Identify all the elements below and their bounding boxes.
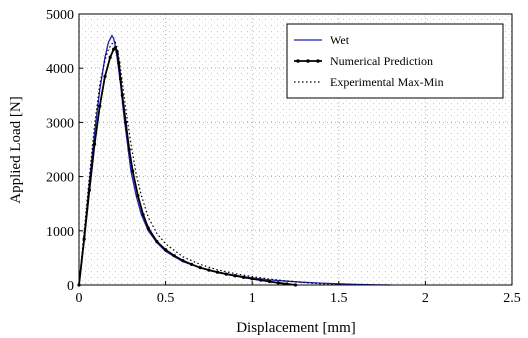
data-point	[241, 275, 246, 280]
y-tick-label: 2000	[46, 171, 74, 186]
x-axis-label: Displacement [mm]	[236, 320, 356, 336]
data-point	[98, 104, 102, 108]
series-layer	[77, 34, 391, 287]
data-point	[198, 266, 202, 270]
data-point	[224, 272, 228, 276]
data-point	[250, 277, 254, 281]
data-point	[82, 237, 86, 241]
y-tick-label: 0	[67, 279, 74, 294]
legend-marker	[316, 59, 320, 63]
data-point	[189, 262, 194, 267]
legend-label: Wet	[330, 33, 350, 47]
plot-frame	[78, 13, 513, 286]
x-tick-label: 0.5	[157, 291, 175, 306]
data-point	[207, 268, 211, 272]
data-point	[118, 77, 123, 81]
data-point	[120, 93, 124, 97]
data-point	[155, 240, 159, 244]
data-point	[87, 188, 91, 192]
y-axis: 0 1000 2000 3000 4000 5000	[46, 8, 83, 294]
legend-label: Numerical Prediction	[330, 54, 433, 68]
data-point	[127, 147, 131, 152]
legend-marker	[306, 59, 310, 63]
data-point	[181, 259, 185, 263]
x-tick-label: 0	[76, 291, 83, 306]
data-point	[233, 274, 237, 278]
legend-label: Experimental Max-Min	[330, 75, 444, 89]
series-line-1	[78, 34, 391, 286]
y-axis-label: Applied Load [N]	[8, 96, 24, 203]
data-point	[215, 270, 220, 274]
y-tick-label: 3000	[46, 116, 74, 131]
x-tick-label: 2.5	[503, 291, 521, 306]
data-point	[141, 212, 145, 217]
legend-marker	[296, 59, 300, 63]
data-point	[259, 278, 263, 282]
legend-box	[286, 23, 504, 99]
data-point	[146, 226, 150, 230]
data-point	[113, 46, 117, 50]
x-tick-label: 1	[249, 291, 256, 306]
x-axis: 0 0.5 1 1.5 2 2.5	[76, 281, 521, 306]
data-point	[108, 55, 112, 59]
data-point	[92, 142, 97, 146]
data-point	[164, 248, 168, 252]
data-point	[117, 61, 121, 65]
data-point	[115, 50, 119, 54]
data-point	[172, 254, 176, 258]
y-tick-label: 4000	[46, 62, 74, 77]
data-point	[276, 281, 280, 285]
x-tick-label: 2	[422, 291, 429, 306]
y-tick-label: 1000	[46, 225, 74, 240]
data-point	[131, 169, 135, 173]
data-point	[124, 120, 128, 124]
data-point	[136, 193, 140, 198]
data-point	[267, 279, 272, 284]
y-tick-label: 5000	[46, 8, 74, 23]
legend: Wet Numerical Prediction Experimental Max-…	[286, 23, 504, 99]
x-tick-label: 1.5	[330, 291, 348, 306]
data-point	[103, 74, 107, 78]
